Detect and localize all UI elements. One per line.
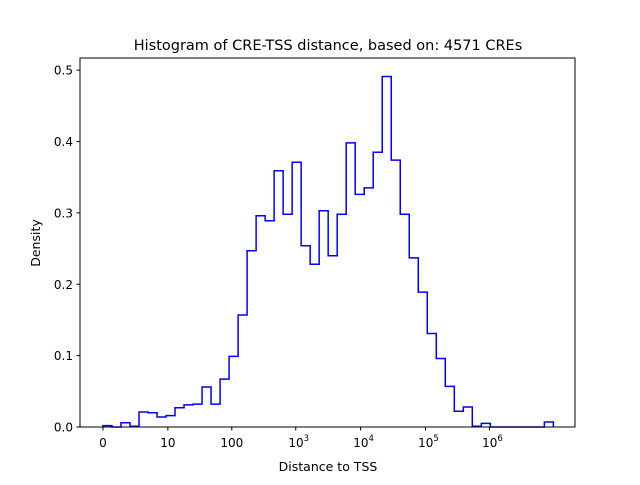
histogram-bin [355, 194, 364, 427]
histogram-step-outline [102, 75, 555, 428]
histogram-bin [139, 412, 148, 427]
x-tick-label: 105 [418, 434, 439, 450]
histogram-bin [328, 256, 337, 427]
histogram-bin [319, 211, 328, 427]
histogram-bin [166, 416, 175, 427]
histogram-bin [310, 264, 319, 427]
y-tick-label: 0.0 [54, 421, 73, 435]
x-tick-label: 100 [220, 436, 243, 450]
histogram-bin [301, 246, 310, 427]
histogram-bin [436, 358, 445, 427]
histogram-bin [544, 422, 553, 427]
histogram-bin [247, 251, 256, 427]
histogram-bin [121, 423, 130, 427]
histogram-bin [337, 214, 346, 427]
histogram-bin [445, 386, 454, 427]
x-axis-label: Distance to TSS [279, 459, 378, 474]
histogram-bin [463, 407, 472, 427]
histogram-bin [283, 214, 292, 427]
x-tick-label: 104 [353, 434, 374, 450]
histogram-bin [427, 334, 436, 427]
histogram-bin [157, 417, 166, 427]
histogram-bin [454, 411, 463, 427]
x-tick-label: 103 [288, 434, 309, 450]
histogram-bin [373, 152, 382, 427]
chart-title: Histogram of CRE-TSS distance, based on:… [134, 38, 523, 54]
histogram-bin [391, 160, 400, 427]
histogram-bin [274, 171, 283, 427]
histogram-bin [148, 413, 157, 427]
y-tick-label: 0.1 [54, 349, 73, 363]
histogram-bin [229, 356, 238, 427]
histogram-bin [382, 77, 391, 427]
histogram-bin [238, 315, 247, 427]
y-tick-label: 0.4 [54, 135, 73, 149]
histogram-bin [175, 408, 184, 427]
histogram-bin [346, 143, 355, 427]
histogram-bin [202, 387, 211, 427]
histogram-bin [211, 404, 220, 427]
plot-area-frame [79, 57, 576, 428]
histogram-bin [400, 214, 409, 427]
histogram-bin [292, 162, 301, 427]
histogram-bin [193, 404, 202, 427]
histogram-bin [220, 379, 229, 427]
y-axis-label: Density [28, 219, 43, 267]
x-tick-label: 106 [482, 434, 503, 450]
y-tick-label: 0.2 [54, 278, 73, 292]
histogram-bin [265, 221, 274, 427]
x-tick-label: 10 [160, 436, 175, 450]
y-tick-label: 0.3 [54, 206, 73, 220]
histogram-bin [256, 216, 265, 427]
histogram-bin [409, 258, 418, 427]
y-tick-label: 0.5 [54, 64, 73, 78]
histogram-bin [364, 188, 373, 427]
histogram-bin [184, 405, 193, 427]
histogram-bin [418, 292, 427, 427]
x-tick-label: 0 [99, 436, 107, 450]
histogram-bin [481, 423, 490, 427]
